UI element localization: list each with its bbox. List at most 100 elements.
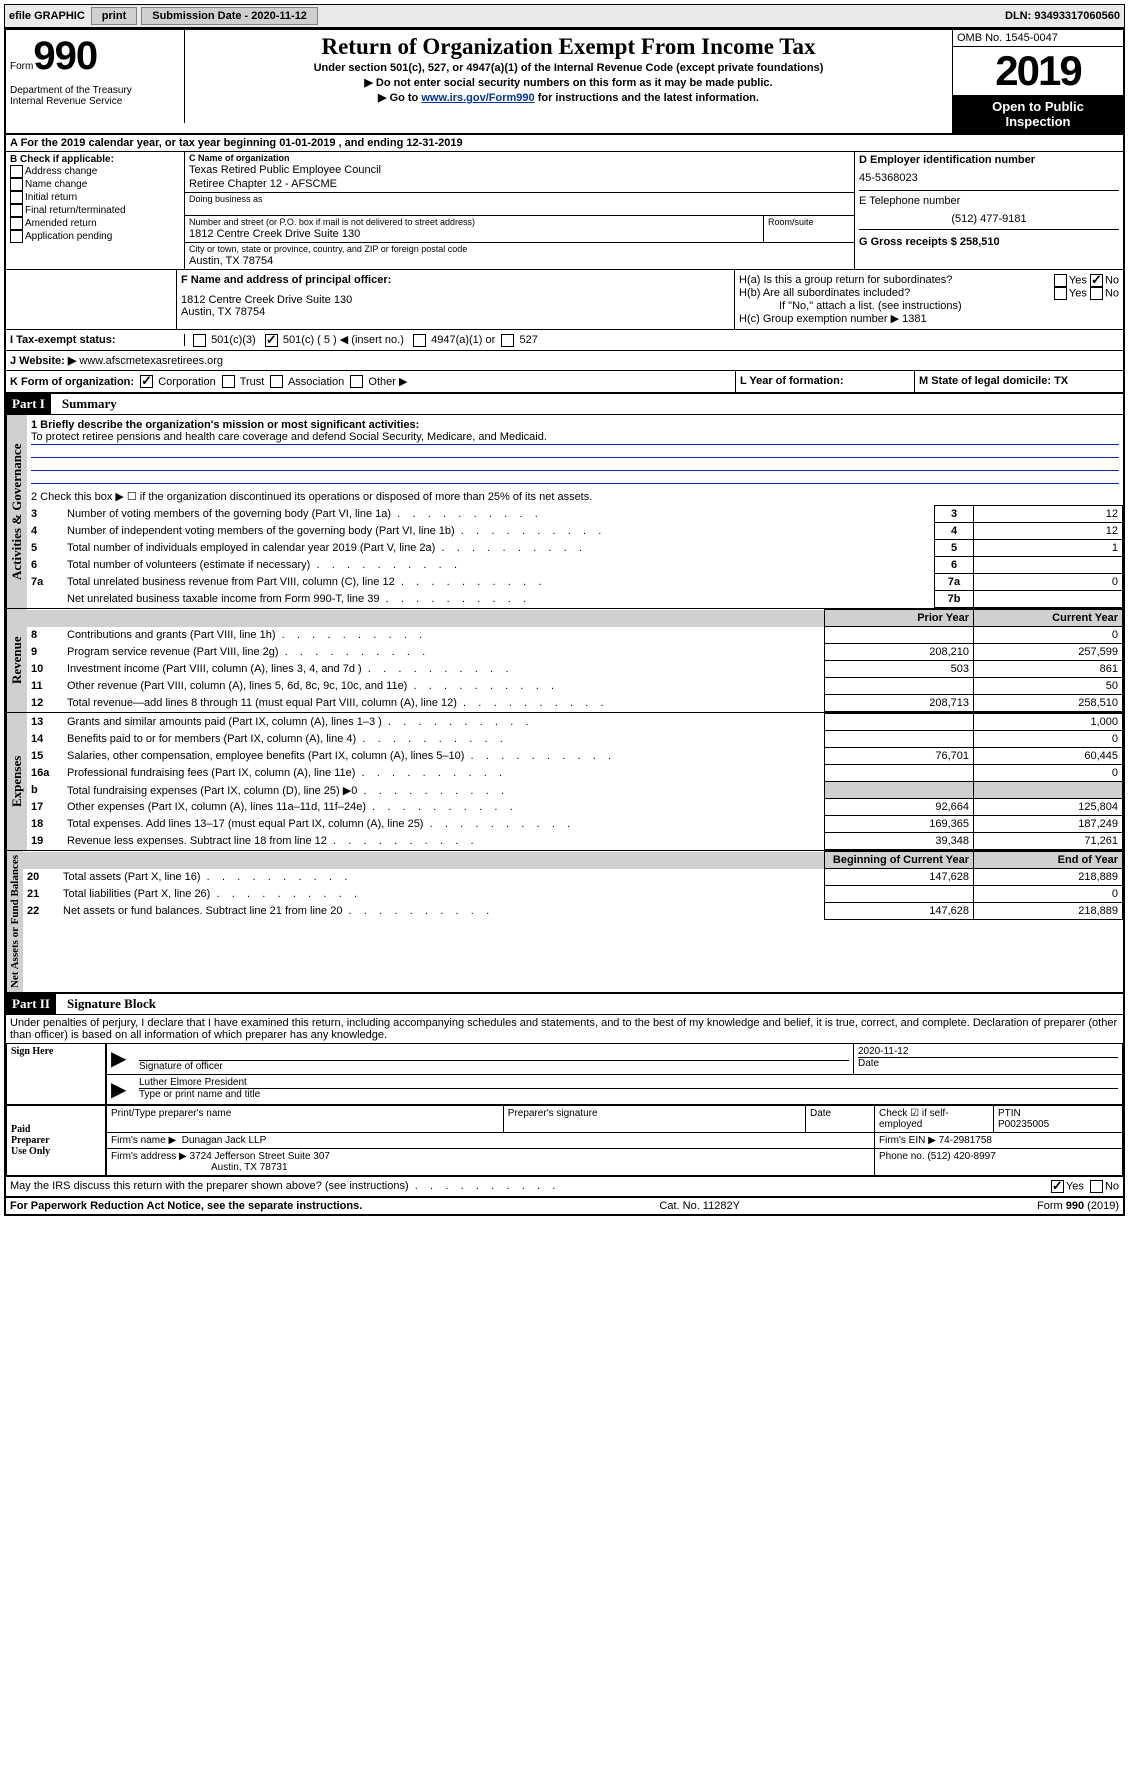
footer-right: Form 990 (2019) bbox=[1037, 1200, 1119, 1212]
checkbox-initial-return[interactable] bbox=[10, 191, 23, 204]
sig-date-value: 2020-11-12 bbox=[858, 1046, 1118, 1057]
firm-name: Dunagan Jack LLP bbox=[182, 1135, 267, 1146]
sig-date-label: Date bbox=[858, 1057, 1118, 1069]
table-row: 8 Contributions and grants (Part VIII, l… bbox=[27, 627, 1123, 644]
table-row: 3 Number of voting members of the govern… bbox=[27, 506, 1123, 523]
ptin-cell: PTINP00235005 bbox=[994, 1106, 1123, 1133]
table-row: 22 Net assets or fund balances. Subtract… bbox=[23, 903, 1123, 920]
netassets-table: Beginning of Current Year End of Year 20… bbox=[23, 851, 1123, 920]
ha-yes[interactable] bbox=[1054, 274, 1067, 287]
city-label: City or town, state or province, country… bbox=[185, 243, 854, 255]
checkbox-final-return[interactable] bbox=[10, 204, 23, 217]
prep-name-label: Print/Type preparer's name bbox=[106, 1106, 503, 1133]
line-i-lead: I Tax-exempt status: bbox=[10, 334, 116, 346]
k-trust[interactable] bbox=[222, 375, 235, 388]
sig-officer-label: Signature of officer bbox=[139, 1060, 849, 1072]
sign-here-lead: Sign Here bbox=[7, 1044, 107, 1105]
discuss-yes[interactable] bbox=[1051, 1180, 1064, 1193]
form-number: 990 bbox=[33, 34, 97, 78]
table-row: 9 Program service revenue (Part VIII, li… bbox=[27, 644, 1123, 661]
paid-preparer-table: PaidPreparerUse Only Print/Type preparer… bbox=[6, 1105, 1123, 1176]
hdr-current: Current Year bbox=[974, 610, 1123, 627]
form-word: Form bbox=[10, 61, 33, 72]
hb-no[interactable] bbox=[1090, 287, 1103, 300]
footer-center: Cat. No. 11282Y bbox=[659, 1200, 740, 1212]
ha-no[interactable] bbox=[1090, 274, 1103, 287]
table-row: 4 Number of independent voting members o… bbox=[27, 523, 1123, 540]
city-value: Austin, TX 78754 bbox=[185, 255, 854, 269]
table-row: 6 Total number of volunteers (estimate i… bbox=[27, 557, 1123, 574]
table-row: 11 Other revenue (Part VIII, column (A),… bbox=[27, 678, 1123, 695]
line-k-lead: K Form of organization: bbox=[10, 376, 134, 388]
paid-preparer-lead: PaidPreparerUse Only bbox=[7, 1106, 107, 1176]
omb-number: OMB No. 1545-0047 bbox=[953, 30, 1123, 47]
prep-sig-label: Preparer's signature bbox=[503, 1106, 805, 1133]
table-row: 7a Total unrelated business revenue from… bbox=[27, 574, 1123, 591]
ein-label: D Employer identification number bbox=[859, 154, 1119, 166]
checkbox-address-change[interactable] bbox=[10, 165, 23, 178]
officer-addr: 1812 Centre Creek Drive Suite 130 bbox=[181, 294, 730, 306]
checkbox-name-change[interactable] bbox=[10, 178, 23, 191]
form-title: Return of Organization Exempt From Incom… bbox=[189, 34, 948, 60]
prep-selfemp: Check ☑ if self-employed bbox=[875, 1106, 994, 1133]
h-a-label: H(a) Is this a group return for subordin… bbox=[739, 274, 1054, 287]
part2-title: Signature Block bbox=[67, 996, 156, 1011]
checkbox-application-pending[interactable] bbox=[10, 230, 23, 243]
line-l: L Year of formation: bbox=[740, 375, 844, 387]
dba-label: Doing business as bbox=[185, 193, 854, 205]
website-value: www.afscmetexasretirees.org bbox=[79, 355, 223, 367]
page-footer: For Paperwork Reduction Act Notice, see … bbox=[6, 1196, 1123, 1214]
room-label: Room/suite bbox=[764, 216, 854, 228]
officer-name-label: Type or print name and title bbox=[139, 1088, 1118, 1100]
k-corp[interactable] bbox=[140, 375, 153, 388]
k-other[interactable] bbox=[350, 375, 363, 388]
discuss-no[interactable] bbox=[1090, 1180, 1103, 1193]
i-501c3[interactable] bbox=[193, 334, 206, 347]
part1-header: Part I bbox=[6, 394, 51, 414]
officer-label: F Name and address of principal officer: bbox=[181, 274, 730, 286]
form-header: Form990 Department of the TreasuryIntern… bbox=[6, 30, 1123, 135]
gross-receipts: G Gross receipts $ 258,510 bbox=[859, 230, 1119, 248]
submission-date-button[interactable]: Submission Date - 2020-11-12 bbox=[141, 7, 318, 25]
table-row: Net unrelated business taxable income fr… bbox=[27, 591, 1123, 608]
table-row: 12 Total revenue—add lines 8 through 11 … bbox=[27, 695, 1123, 712]
i-4947[interactable] bbox=[413, 334, 426, 347]
dln-label: DLN: 93493317060560 bbox=[1005, 10, 1124, 22]
footer-left: For Paperwork Reduction Act Notice, see … bbox=[10, 1200, 362, 1212]
k-assoc[interactable] bbox=[270, 375, 283, 388]
open-to-public: Open to PublicInspection bbox=[953, 95, 1123, 133]
h-c-label: H(c) Group exemption number ▶ 1381 bbox=[739, 312, 1119, 325]
hdr-eoy: End of Year bbox=[974, 852, 1123, 869]
org-name-2: Retiree Chapter 12 - AFSCME bbox=[185, 178, 854, 192]
line-a-tax-year: A For the 2019 calendar year, or tax yea… bbox=[6, 135, 1123, 152]
i-527[interactable] bbox=[501, 334, 514, 347]
part1-title: Summary bbox=[62, 396, 117, 411]
print-button[interactable]: print bbox=[91, 7, 137, 25]
vtab-netassets: Net Assets or Fund Balances bbox=[6, 851, 23, 992]
table-row: 15 Salaries, other compensation, employe… bbox=[27, 748, 1123, 765]
department-label: Department of the TreasuryInternal Reven… bbox=[6, 83, 185, 123]
officer-name: Luther Elmore President bbox=[139, 1077, 1118, 1088]
h-b-label: H(b) Are all subordinates included? bbox=[739, 287, 1054, 300]
sign-here-table: Sign Here ▶ Signature of officer 2020-11… bbox=[6, 1043, 1123, 1105]
tax-year: 2019 bbox=[953, 47, 1123, 95]
irs-link[interactable]: www.irs.gov/Form990 bbox=[421, 92, 534, 104]
table-row: 21 Total liabilities (Part X, line 26) 0 bbox=[23, 886, 1123, 903]
prep-date-label: Date bbox=[806, 1106, 875, 1133]
revenue-table: Prior Year Current Year 8 Contributions … bbox=[27, 609, 1123, 712]
officer-city: Austin, TX 78754 bbox=[181, 306, 730, 318]
checkbox-amended-return[interactable] bbox=[10, 217, 23, 230]
i-501c[interactable] bbox=[265, 334, 278, 347]
part2-header: Part II bbox=[6, 994, 56, 1014]
table-row: 18 Total expenses. Add lines 13–17 (must… bbox=[27, 816, 1123, 833]
top-toolbar: efile GRAPHIC print Submission Date - 20… bbox=[4, 4, 1125, 28]
form-subtitle: Under section 501(c), 527, or 4947(a)(1)… bbox=[189, 62, 948, 74]
hb-yes[interactable] bbox=[1054, 287, 1067, 300]
table-row: b Total fundraising expenses (Part IX, c… bbox=[27, 782, 1123, 799]
form-note-link: ▶ Go to www.irs.gov/Form990 for instruct… bbox=[189, 91, 948, 104]
table-row: 10 Investment income (Part VIII, column … bbox=[27, 661, 1123, 678]
perjury-text: Under penalties of perjury, I declare th… bbox=[6, 1014, 1123, 1043]
street-value: 1812 Centre Creek Drive Suite 130 bbox=[185, 228, 763, 242]
phone-value: (512) 477-9181 bbox=[859, 213, 1119, 225]
section-b-checkboxes: B Check if applicable: Address change Na… bbox=[6, 152, 185, 269]
